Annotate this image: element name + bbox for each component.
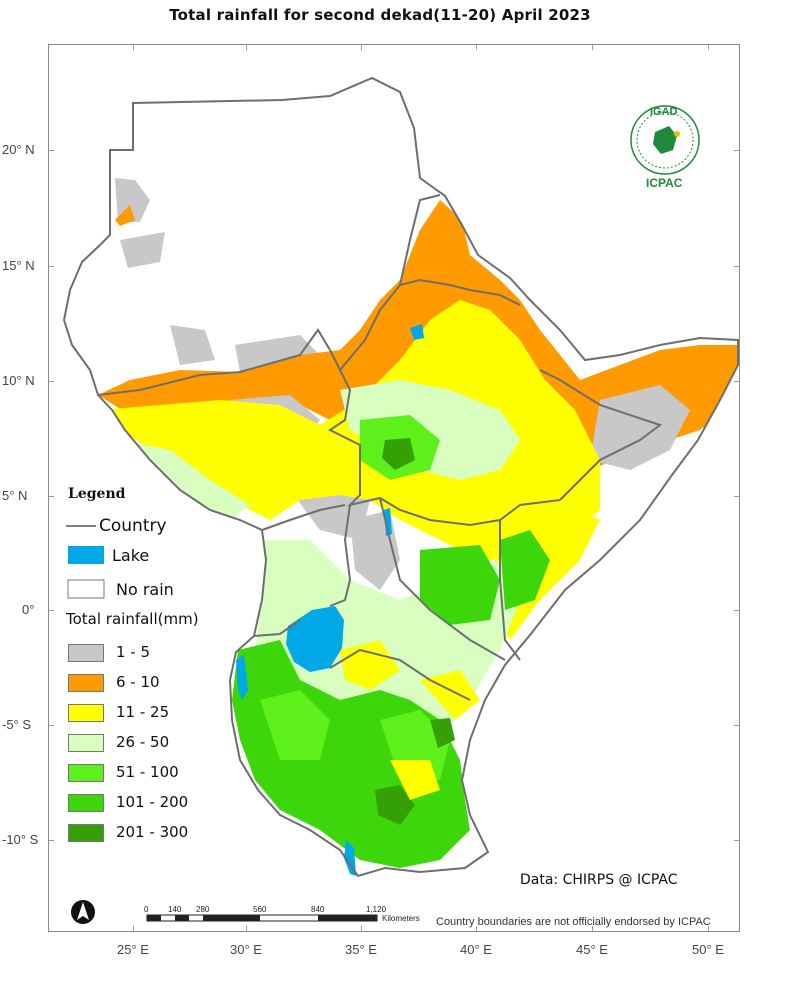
lat-label-20n: 20° N (2, 142, 35, 157)
legend-no-rain-label: No rain (116, 580, 174, 599)
lat-label-0: 0° (22, 602, 35, 617)
lon-label-25e: 25° E (117, 942, 149, 957)
legend-swatch-3 (68, 734, 104, 752)
lat-label-15n: 15° N (2, 258, 35, 273)
map-title: Total rainfall for second dekad(11-20) A… (169, 6, 591, 24)
legend-swatch-6 (68, 824, 104, 842)
legend-swatch-2 (68, 704, 104, 722)
scale-tick-0: 0 (144, 905, 149, 914)
legend-swatch-1 (68, 674, 104, 692)
scale-tick-1120: 1,120 (366, 905, 387, 914)
lon-label-35e: 35° E (345, 942, 377, 957)
legend-class-label-6: 201 - 300 (116, 823, 189, 841)
lake-turkana (384, 508, 392, 536)
legend-lake-label: Lake (112, 546, 150, 565)
country-boundaries (62, 76, 739, 878)
lon-label-45e: 45° E (576, 942, 608, 957)
no-rain-swatch (67, 579, 105, 599)
legend-class-label-5: 101 - 200 (116, 793, 189, 811)
scale-bar (146, 914, 378, 922)
scale-tick-560: 560 (253, 905, 267, 914)
lat-label-5n: 5° N (2, 488, 28, 503)
lon-label-50e: 50° E (692, 942, 724, 957)
lake-malawi (344, 840, 356, 876)
igad-logo-top-text: IGAD (650, 106, 678, 118)
scale-tick-840: 840 (311, 905, 325, 914)
data-source: Data: CHIRPS @ ICPAC (520, 872, 678, 888)
lon-label-40e: 40° E (460, 942, 492, 957)
lat-label-10s: -10° S (2, 832, 39, 847)
legend-class-label-3: 26 - 50 (116, 733, 170, 751)
legend-class-label-1: 6 - 10 (116, 673, 160, 691)
legend-class-label-0: 1 - 5 (116, 643, 151, 661)
legend-swatch-4 (68, 764, 104, 782)
legend-heading: Legend (68, 486, 126, 502)
lake-victoria (286, 606, 344, 672)
legend-rainfall-title: Total rainfall(mm) (66, 610, 199, 628)
lake-tanganyika (236, 655, 248, 700)
lat-label-10n: 10° N (2, 373, 35, 388)
scale-tick-140: 140 (168, 905, 182, 914)
lon-label-30e: 30° E (230, 942, 262, 957)
igad-logo-icon (630, 105, 700, 175)
legend-swatch-0 (68, 644, 104, 662)
scale-unit: Kilometers (382, 914, 420, 923)
legend-class-label-4: 51 - 100 (116, 763, 179, 781)
legend-country-label: Country (99, 516, 167, 536)
disclaimer: Country boundaries are not officially en… (436, 916, 711, 928)
scale-tick-280: 280 (196, 905, 210, 914)
icpac-logo-text: ICPAC (646, 176, 683, 190)
lat-label-5s: -5° S (2, 717, 32, 732)
lake-tana (410, 324, 424, 340)
lake-swatch (68, 546, 104, 564)
legend-swatch-5 (68, 794, 104, 812)
legend-class-label-2: 11 - 25 (116, 703, 170, 721)
